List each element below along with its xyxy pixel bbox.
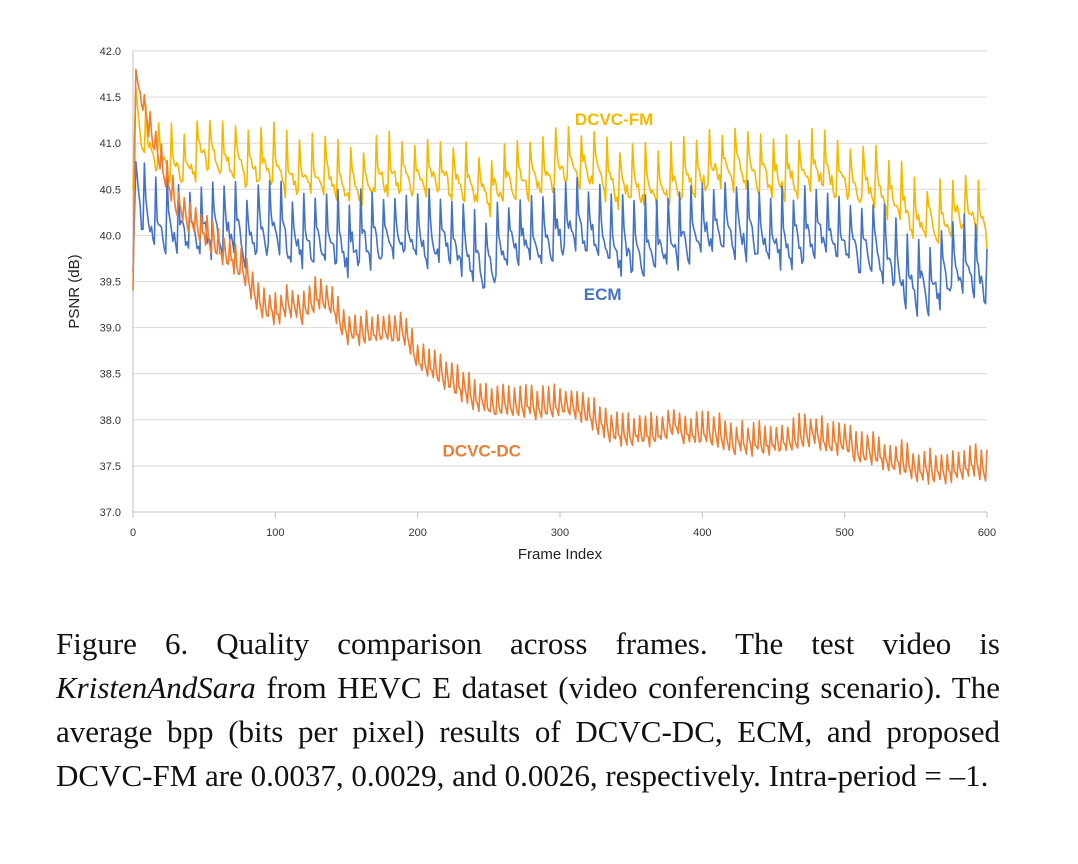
chart-container: 37.0 37.5 38.0 38.5 39.0 39.5 40.0 40.5 41.0 41.5… <box>66 46 997 563</box>
y-axis-title: PSNR (dB) <box>66 254 83 328</box>
psnr-line-chart: 37.0 37.5 38.0 38.5 39.0 39.5 40.0 40.5 41.0 41.5… <box>66 46 997 563</box>
y-tick-label: 38.5 <box>100 369 121 381</box>
series-lines <box>132 68 988 485</box>
y-tick-label: 41.0 <box>100 138 121 150</box>
series-line-dcvc-dc <box>132 68 988 485</box>
y-tick-label: 40.5 <box>100 184 121 196</box>
caption-video-name: KristenAndSara <box>56 670 256 705</box>
y-tick-label: 42.0 <box>100 46 121 58</box>
series-label-dcvc-dc: DCVC-DC <box>443 442 521 461</box>
axes: 37.0 37.5 38.0 38.5 39.0 39.5 40.0 40.5 41.0 41.5… <box>100 46 997 539</box>
x-tick-label: 600 <box>978 527 996 539</box>
series-line-dcvc-fm <box>132 87 988 249</box>
series-label-dcvc-fm: DCVC-FM <box>575 110 653 129</box>
x-tick-label: 400 <box>693 527 711 539</box>
x-tick-label: 500 <box>835 527 853 539</box>
y-tick-label: 38.0 <box>100 415 121 427</box>
x-tick-label: 300 <box>551 527 569 539</box>
series-label-ecm: ECM <box>584 285 622 304</box>
caption-text-2: from HEVC E dataset (video conferencing … <box>56 670 1000 793</box>
caption-text-1: Figure 6. Quality comparison across fram… <box>56 626 1000 661</box>
figure-caption: Figure 6. Quality comparison across fram… <box>56 622 1000 798</box>
x-tick-label: 200 <box>408 527 426 539</box>
y-tick-label: 37.0 <box>100 507 121 519</box>
y-tick-label: 39.0 <box>100 323 121 335</box>
y-tick-label: 37.5 <box>100 461 121 473</box>
y-tick-label: 39.5 <box>100 277 121 289</box>
y-tick-label: 41.5 <box>100 92 121 104</box>
gridlines <box>133 50 987 513</box>
y-tick-label: 40.0 <box>100 230 121 242</box>
x-axis-title: Frame Index <box>518 546 603 563</box>
series-line-ecm <box>132 160 988 317</box>
series-labels: DCVC-FM ECM DCVC-DC <box>443 110 654 461</box>
x-tick-label: 100 <box>266 527 284 539</box>
x-tick-label: 0 <box>130 527 136 539</box>
